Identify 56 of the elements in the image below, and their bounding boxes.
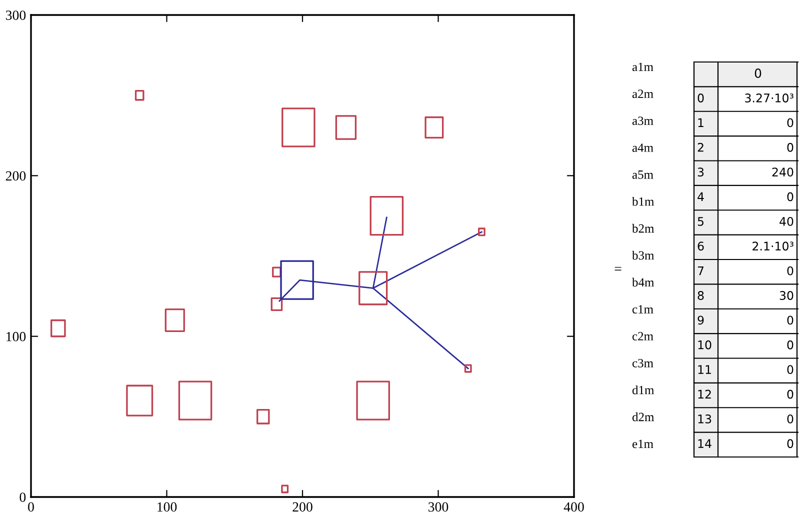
text: 0	[787, 340, 794, 350]
text: 14	[698, 439, 712, 448]
text: a3m	[632, 116, 654, 125]
x-tick-label: 100	[158, 502, 177, 512]
text: 2	[698, 142, 704, 152]
text: 0	[698, 94, 704, 102]
x-tick-label: 300	[428, 502, 448, 512]
text: 240	[772, 168, 794, 177]
text: d1m	[632, 385, 654, 394]
text: =	[614, 266, 622, 270]
text: 8	[698, 291, 704, 300]
text: 6	[698, 242, 704, 251]
text: c3m	[632, 358, 654, 368]
text: 0	[787, 316, 794, 325]
text: 0	[787, 266, 794, 276]
text: c1m	[632, 305, 654, 314]
y-tick-label: 0	[20, 492, 26, 502]
text: c2m	[632, 332, 654, 340]
text: a2m	[632, 90, 654, 98]
text: e1m	[632, 440, 654, 448]
text: b2m	[632, 224, 654, 233]
text: 0	[787, 142, 794, 152]
y-tick-label: 100	[6, 332, 26, 342]
text: 0	[787, 365, 794, 374]
text: 5	[698, 217, 704, 226]
y-tick-label: 200	[6, 171, 26, 181]
x-tick-label: 0	[28, 502, 34, 512]
text: 12	[698, 390, 711, 399]
text: 0	[754, 68, 762, 78]
text: 0	[787, 414, 794, 424]
text: 3.27·10³	[745, 94, 794, 102]
text: 11	[698, 365, 711, 374]
text: d2m	[632, 412, 654, 422]
text: 30	[780, 291, 794, 300]
text: a5m	[632, 170, 654, 179]
y-tick-label: 300	[6, 10, 26, 20]
text: a4m	[632, 144, 654, 152]
text: 10	[698, 340, 712, 350]
text: a1m	[632, 62, 654, 72]
text: b1m	[632, 196, 654, 206]
text: 1	[698, 118, 704, 127]
text: 4	[698, 192, 704, 202]
text: 13	[698, 414, 712, 424]
text: 40	[780, 216, 794, 226]
text: b4m	[632, 278, 654, 287]
x-tick-label: 200	[292, 502, 312, 512]
text: 9	[698, 316, 704, 325]
text: 0	[787, 118, 794, 128]
text: 0	[787, 192, 794, 202]
text: 7	[698, 266, 704, 276]
x-tick-label: 400	[564, 502, 584, 512]
text: 2.1·10³	[752, 242, 794, 251]
text: 0	[787, 439, 794, 448]
text: 0	[787, 390, 794, 399]
text: 3	[698, 168, 704, 177]
text: b3m	[632, 250, 654, 260]
